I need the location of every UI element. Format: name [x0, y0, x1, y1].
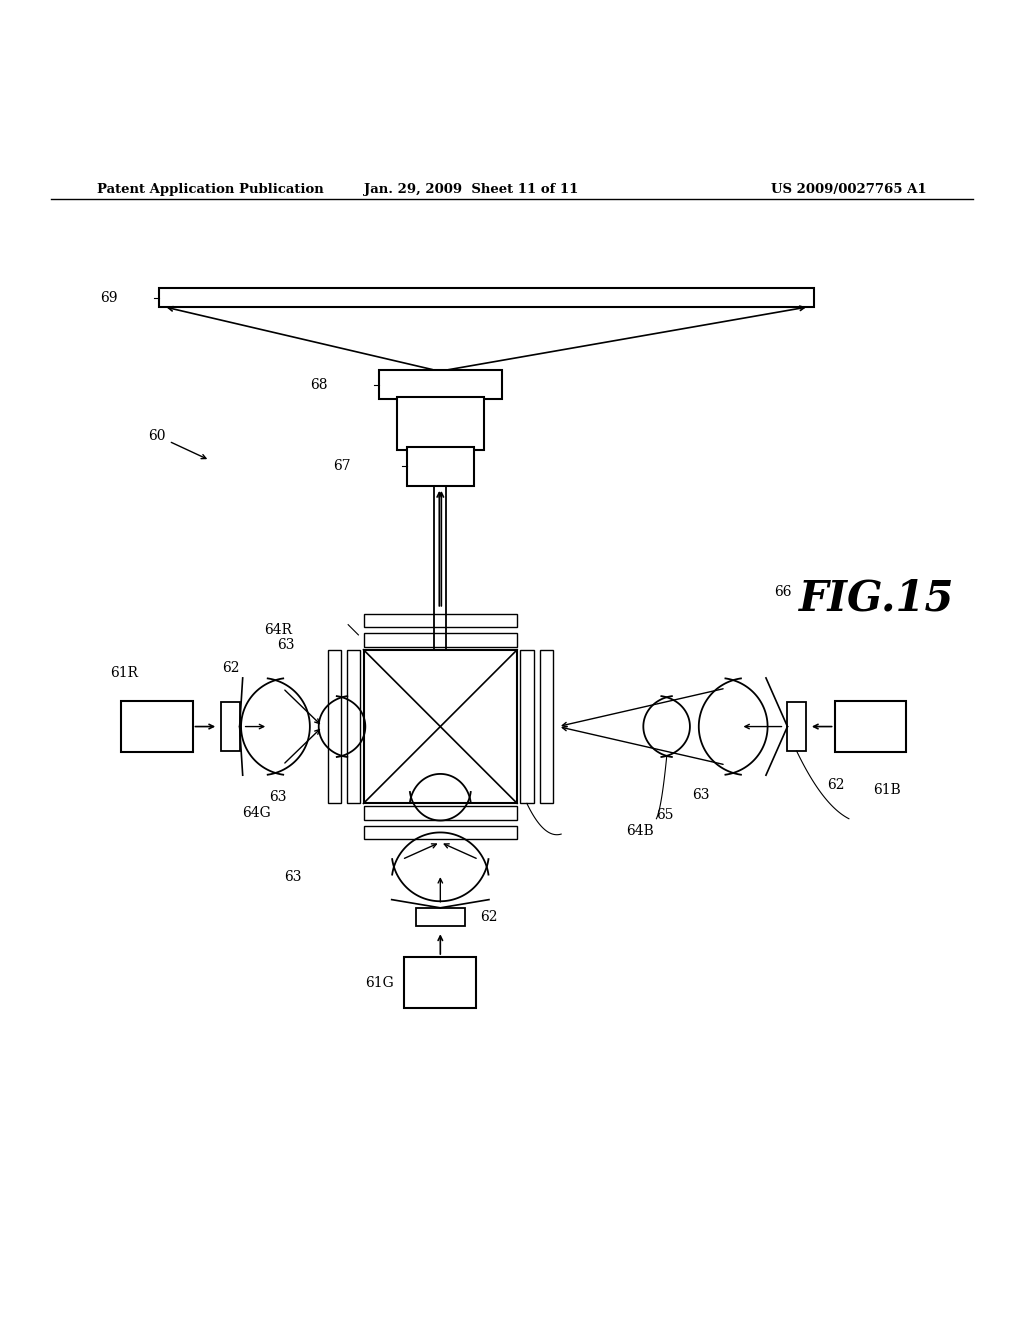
Text: 63: 63: [285, 870, 302, 884]
Bar: [364, 826, 517, 840]
Bar: [407, 447, 473, 486]
Text: 63: 63: [269, 791, 287, 804]
Text: US 2009/0027765 A1: US 2009/0027765 A1: [771, 183, 927, 197]
Bar: [121, 701, 193, 752]
Text: 62: 62: [221, 661, 240, 676]
Bar: [397, 397, 484, 450]
Text: 62: 62: [480, 909, 498, 924]
Text: 61G: 61G: [366, 975, 394, 990]
Text: 68: 68: [310, 378, 328, 392]
Text: 65: 65: [656, 808, 674, 822]
Bar: [787, 702, 806, 751]
Text: 64R: 64R: [264, 623, 292, 636]
Text: 61B: 61B: [873, 783, 901, 797]
Text: 63: 63: [276, 639, 295, 652]
Bar: [221, 702, 240, 751]
Bar: [347, 649, 360, 804]
Text: Jan. 29, 2009  Sheet 11 of 11: Jan. 29, 2009 Sheet 11 of 11: [364, 183, 579, 197]
Bar: [404, 957, 476, 1008]
Text: 69: 69: [100, 290, 118, 305]
Text: 64G: 64G: [243, 807, 271, 820]
Bar: [540, 649, 553, 804]
Bar: [364, 614, 517, 627]
Text: 63: 63: [692, 788, 710, 803]
Bar: [835, 701, 906, 752]
Bar: [364, 634, 517, 647]
Text: 64B: 64B: [626, 824, 653, 838]
Text: FIG.15: FIG.15: [799, 578, 954, 619]
Text: 60: 60: [148, 429, 206, 458]
Text: 67: 67: [333, 459, 350, 474]
Bar: [379, 370, 502, 399]
Bar: [520, 649, 534, 804]
Bar: [364, 807, 517, 820]
Text: 61R: 61R: [111, 667, 138, 681]
Bar: [416, 908, 465, 927]
Bar: [364, 649, 517, 804]
Bar: [159, 288, 814, 306]
Text: 62: 62: [827, 777, 845, 792]
Text: 66: 66: [774, 585, 792, 598]
Bar: [328, 649, 341, 804]
Text: Patent Application Publication: Patent Application Publication: [97, 183, 324, 197]
